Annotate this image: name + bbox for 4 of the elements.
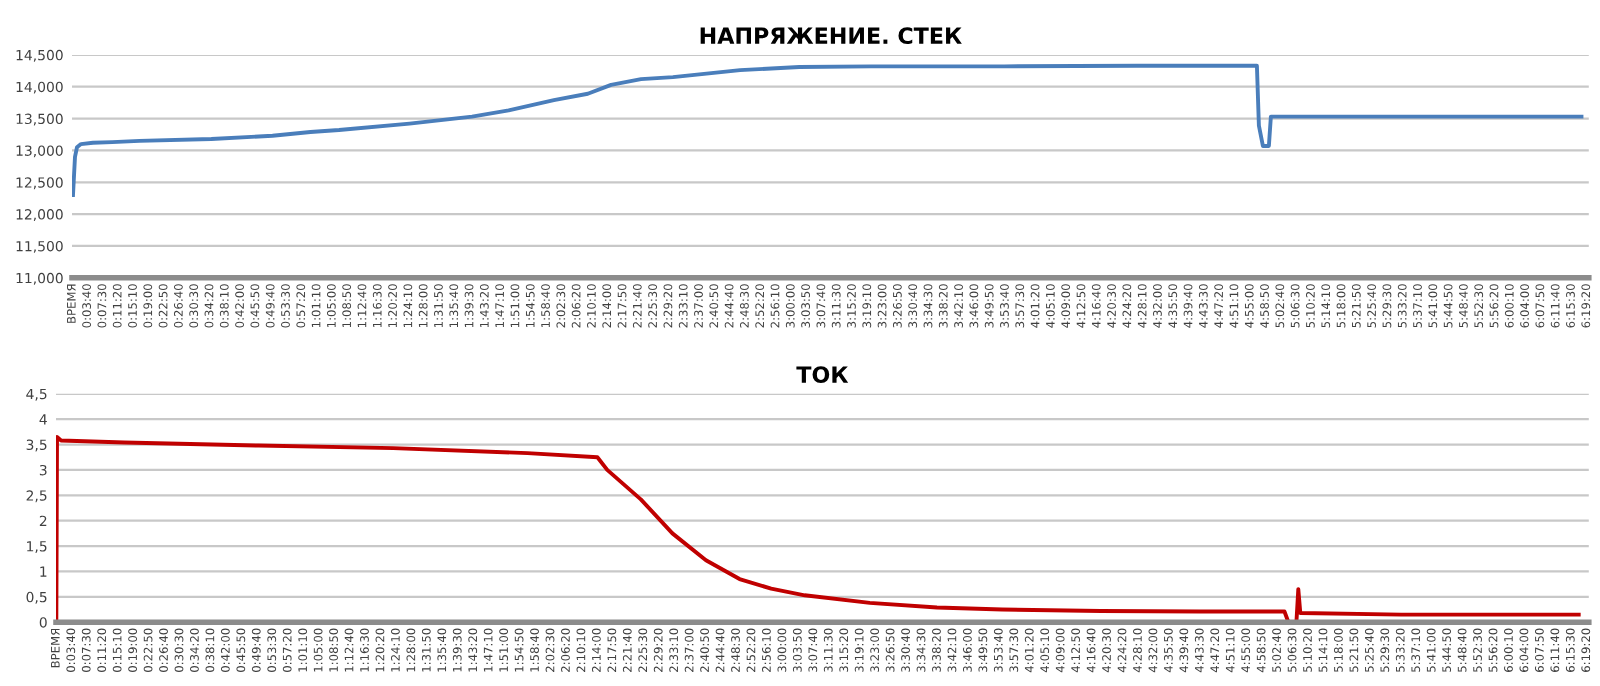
chart-title: НАПРЯЖЕНИЕ. СТЕК xyxy=(700,27,962,45)
line-series xyxy=(56,434,1581,623)
chart-title: ТОК xyxy=(796,366,849,383)
line-series xyxy=(72,63,1584,197)
